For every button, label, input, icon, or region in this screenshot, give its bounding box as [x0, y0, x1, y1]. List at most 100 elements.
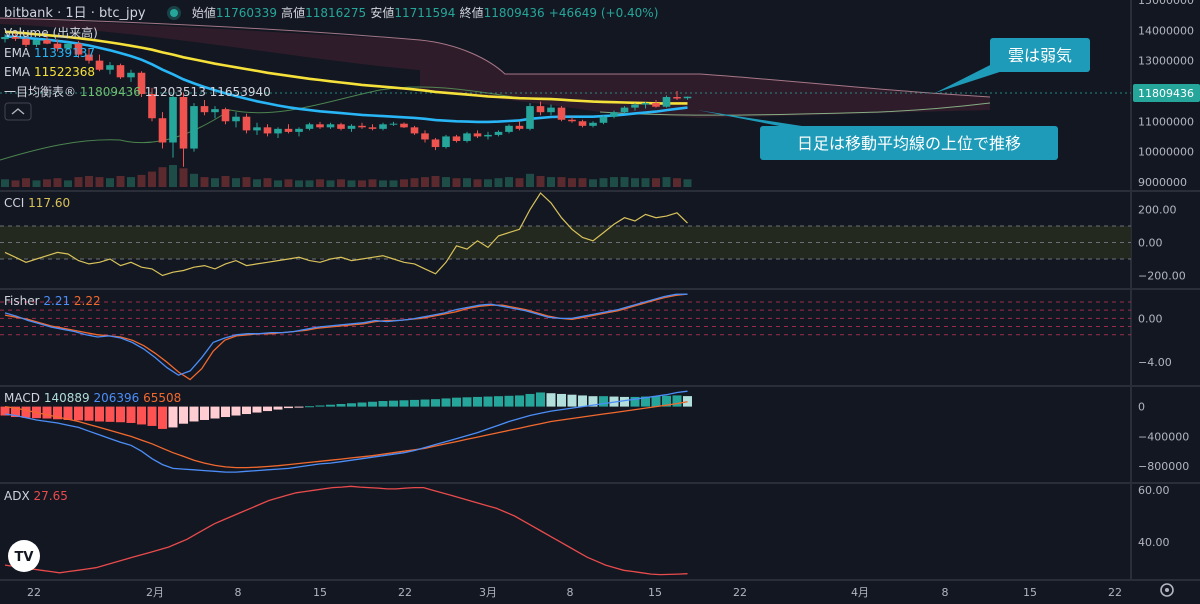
candle-body [673, 97, 681, 99]
volume-bar [22, 178, 30, 187]
y-tick-label: 15000000 [1138, 0, 1194, 7]
cci-pane[interactable] [0, 192, 1131, 277]
ichimoku-cloud [0, 17, 991, 161]
volume-label: Volume (出来高) [4, 26, 98, 40]
macd-histogram-bar [515, 395, 524, 407]
candle-body [200, 106, 209, 113]
candle-body [169, 97, 177, 143]
candle-body [284, 128, 293, 132]
candle-body [442, 136, 450, 148]
volume-bar [242, 177, 251, 187]
macd-histogram-bar [0, 406, 10, 416]
macd-pane[interactable] [0, 390, 693, 473]
macd-histogram-bar [357, 402, 367, 407]
candle-body [410, 127, 419, 134]
symbol-title[interactable]: bitbank · 1日 · btc_jpy [4, 6, 146, 21]
macd-histogram-bar [557, 393, 566, 407]
candle-body [179, 97, 188, 149]
ema-fast-value: 11339137 [33, 45, 96, 60]
settings-gear-icon[interactable] [1160, 583, 1174, 597]
candle-body [116, 65, 125, 78]
fisher-value-2: 2.22 [73, 294, 101, 308]
x-tick-label: 22 [27, 586, 41, 599]
candle-body [32, 40, 41, 45]
adx-legend[interactable]: ADX 27.65 [4, 489, 68, 503]
macd-histogram-bar [11, 406, 20, 418]
macd-value-2: 206396 [93, 391, 140, 405]
macd-legend[interactable]: MACD 140889 206396 65508 [4, 391, 181, 405]
volume-bar [64, 180, 72, 187]
y-tick-label: 9000000 [1138, 176, 1187, 189]
macd-histogram-bar [641, 396, 650, 407]
fisher-legend[interactable]: Fisher 2.21 2.22 [4, 294, 101, 308]
macd-value-1: 140889 [43, 391, 90, 405]
y-tick-label: 11000000 [1138, 115, 1194, 128]
volume-bar [442, 177, 450, 187]
y-tick-label: 0 [1138, 401, 1145, 414]
y-tick-label: −200.00 [1138, 269, 1186, 282]
ichimoku-legend[interactable]: 一目均衡表® 11809436 11203513 11653940 [4, 83, 271, 103]
volume-bar [389, 180, 398, 187]
ema-slow-legend[interactable]: EMA 11522368 [4, 63, 271, 83]
candle-body [43, 40, 51, 44]
macd-histogram-bar [221, 406, 230, 418]
cci-legend[interactable]: CCI 117.60 [4, 196, 70, 210]
macd-histogram-bar [273, 406, 283, 410]
adx-pane[interactable] [4, 485, 688, 576]
volume-bar [169, 165, 177, 187]
macd-histogram-bar [599, 396, 608, 407]
ema-fast-legend[interactable]: EMA 11339137 [4, 44, 271, 64]
volume-bar [274, 180, 282, 187]
macd-histogram-bar [525, 393, 535, 407]
macd-histogram-bar [116, 406, 125, 423]
close-value: 11809436 [483, 6, 545, 20]
candle-body [578, 121, 587, 126]
volume-bar [400, 179, 408, 187]
candle-body [106, 65, 114, 70]
macd-histogram-bar [231, 406, 241, 416]
axis-labels: 1500000014000000130000001200000011000000… [27, 0, 1194, 599]
collapse-legend-button[interactable] [4, 102, 32, 121]
volume-bar [106, 178, 114, 187]
macd-histogram-bar [95, 406, 104, 422]
candle-body [421, 133, 429, 140]
candle-body [158, 118, 167, 143]
macd-histogram-bar [410, 399, 419, 407]
macd-histogram-bar [200, 406, 209, 420]
indicator-legend: Volume (出来高) EMA 11339137 EMA 11522368 一… [4, 24, 271, 102]
macd-histogram-bar [630, 396, 640, 407]
macd-histogram-bar [179, 406, 188, 424]
volume-bar [95, 177, 104, 187]
volume-bar [326, 180, 335, 187]
volume-bar [295, 180, 303, 187]
volume-bar [431, 176, 440, 187]
candle-body [53, 43, 62, 49]
volume-bar [32, 180, 41, 187]
fisher-trigger-line [4, 293, 688, 381]
macd-histogram-bar [620, 396, 629, 407]
fisher-pane[interactable] [0, 293, 1131, 381]
macd-value-3: 65508 [143, 391, 182, 405]
live-dot-icon [169, 9, 178, 17]
volume-legend[interactable]: Volume (出来高) [4, 24, 271, 44]
volume-bar [463, 178, 471, 187]
candle-body [683, 96, 692, 99]
tradingview-logo-icon[interactable]: TV [8, 540, 40, 572]
volume-bar [484, 179, 492, 187]
adx-line [4, 485, 688, 576]
volume-bar [641, 178, 650, 187]
x-tick-label: 8 [942, 586, 949, 599]
macd-histogram-bar [420, 399, 430, 407]
candle-body [148, 93, 156, 119]
macd-histogram-bar [147, 406, 157, 426]
price-pane[interactable] [1, 30, 692, 187]
x-tick-label: 22 [1108, 586, 1122, 599]
candle-body [610, 112, 618, 117]
cci-value: 117.60 [28, 196, 71, 210]
macd-histogram-bar [305, 406, 314, 408]
candle-body [232, 116, 240, 122]
volume-bar [1, 179, 9, 187]
ichimoku-value-2: 11203513 [144, 84, 206, 99]
